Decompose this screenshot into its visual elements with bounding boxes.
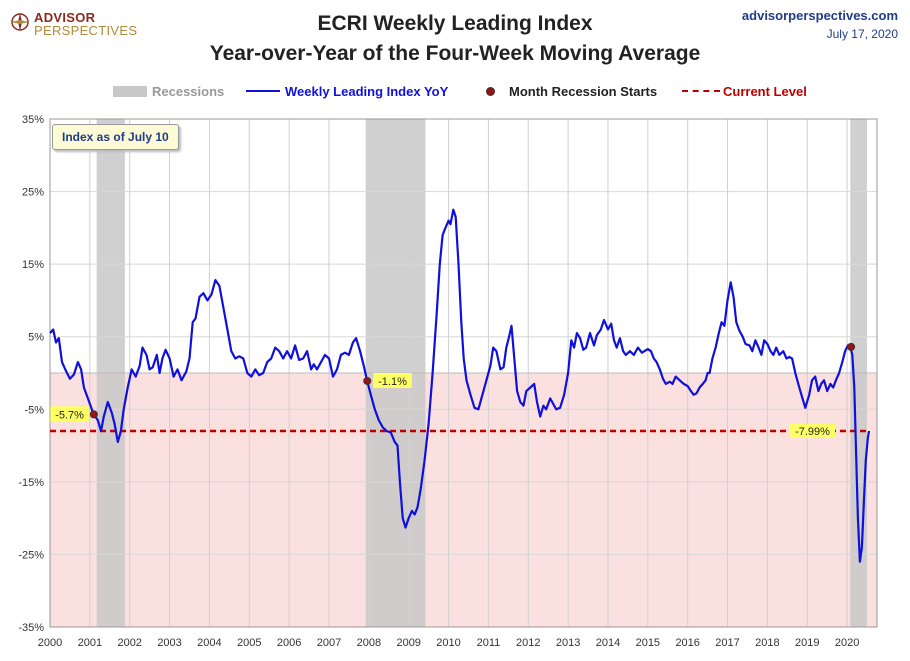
legend-label-series: Weekly Leading Index YoY xyxy=(285,83,449,99)
advisor-perspectives-logo: ADVISOR PERSPECTIVES xyxy=(10,10,150,38)
x-tick-label: 2004 xyxy=(197,637,221,649)
y-tick-label: 25% xyxy=(22,187,44,199)
chart-title: ECRI Weekly Leading Index xyxy=(317,12,593,35)
recession-start-marker xyxy=(363,376,372,385)
chart-subtitle: Year-over-Year of the Four-Week Moving A… xyxy=(209,42,701,65)
x-tick-label: 2014 xyxy=(596,637,620,649)
legend-swatch-current xyxy=(682,90,720,92)
x-tick-label: 2018 xyxy=(755,637,779,649)
y-tick-label: 15% xyxy=(22,259,44,271)
x-tick-label: 2009 xyxy=(396,637,420,649)
x-tick-label: 2003 xyxy=(157,637,181,649)
legend-label-recessions: Recessions xyxy=(152,83,225,99)
x-tick-label: 2019 xyxy=(795,637,819,649)
x-tick-label: 2011 xyxy=(477,637,501,649)
legend-swatch-marker xyxy=(486,86,495,96)
x-tick-label: 2020 xyxy=(835,637,859,649)
x-tick-label: 2015 xyxy=(636,637,660,649)
current-level-label: -7.99% xyxy=(795,426,830,438)
x-tick-label: 2002 xyxy=(117,637,141,649)
x-tick-label: 2001 xyxy=(78,637,102,649)
legend-label-current: Current Level xyxy=(723,83,807,99)
x-tick-label: 2005 xyxy=(237,637,261,649)
plot-border xyxy=(49,118,878,628)
data-label: -1.1% xyxy=(378,376,407,388)
recession-start-marker xyxy=(847,342,856,351)
x-tick-label: 2000 xyxy=(38,637,62,649)
negative-region-band xyxy=(50,373,877,627)
logo-text-primary: ADVISOR xyxy=(34,10,96,25)
legend-swatch-series xyxy=(246,90,280,92)
data-label-box xyxy=(50,406,89,422)
compass-icon xyxy=(11,13,29,31)
x-tick-label: 2013 xyxy=(556,637,580,649)
legend-swatch-recessions xyxy=(113,85,147,97)
y-tick-label: -5% xyxy=(24,404,44,416)
x-tick-label: 2017 xyxy=(715,637,739,649)
x-tick-label: 2007 xyxy=(317,637,341,649)
y-tick-label: 5% xyxy=(28,332,44,344)
series-line-weekly-leading-index xyxy=(49,208,871,563)
y-tick-label: -35% xyxy=(18,622,44,634)
legend-item-marker: Month Recession Starts xyxy=(486,82,657,100)
y-tick-label: 35% xyxy=(22,114,44,126)
y-tick-label: -25% xyxy=(18,549,44,561)
data-label-box xyxy=(373,372,412,388)
legend-label-marker: Month Recession Starts xyxy=(509,83,658,99)
current-level-label-box xyxy=(790,423,836,438)
x-tick-label: 2012 xyxy=(516,637,540,649)
chart-legend: Recessions Weekly Leading Index YoY Mont… xyxy=(0,82,910,102)
legend-item-recessions: Recessions xyxy=(113,82,224,100)
index-date-note: Index as of July 10 xyxy=(52,124,179,150)
x-tick-label: 2010 xyxy=(436,637,460,649)
publish-date: July 17, 2020 xyxy=(826,27,898,41)
recession-start-marker xyxy=(89,410,98,419)
data-label: -5.7% xyxy=(55,409,84,421)
legend-item-series: Weekly Leading Index YoY xyxy=(246,82,448,100)
y-tick-label: -15% xyxy=(18,477,44,489)
legend-item-current: Current Level xyxy=(682,82,807,100)
x-tick-label: 2008 xyxy=(357,637,381,649)
x-tick-label: 2006 xyxy=(277,637,301,649)
source-site: advisorperspectives.com xyxy=(741,8,898,23)
x-tick-label: 2016 xyxy=(675,637,699,649)
logo-text-secondary: PERSPECTIVES xyxy=(34,23,138,38)
